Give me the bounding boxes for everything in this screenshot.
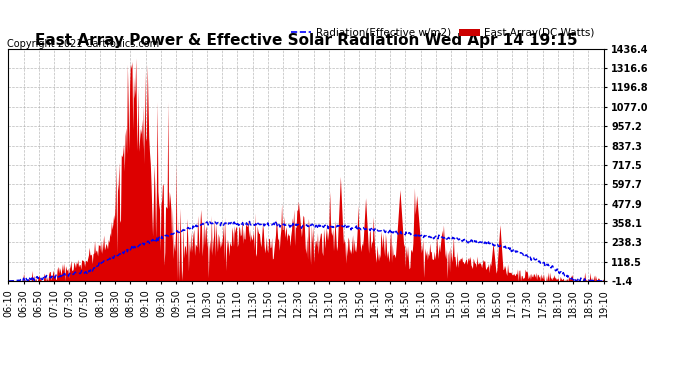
Legend: Radiation(Effective w/m2), East Array(DC Watts): Radiation(Effective w/m2), East Array(DC… <box>286 24 598 42</box>
Title: East Array Power & Effective Solar Radiation Wed Apr 14 19:15: East Array Power & Effective Solar Radia… <box>34 33 578 48</box>
Text: Copyright 2021 Cartronics.com: Copyright 2021 Cartronics.com <box>7 39 159 50</box>
